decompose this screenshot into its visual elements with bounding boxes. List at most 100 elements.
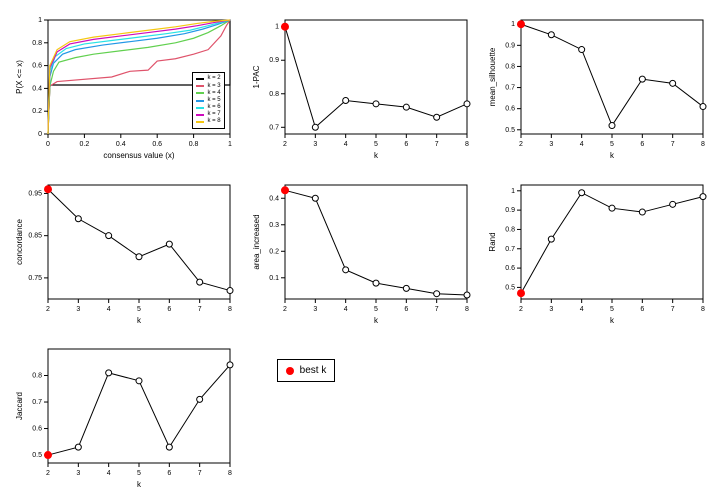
svg-text:0.5: 0.5 (32, 452, 42, 459)
svg-text:4: 4 (107, 306, 111, 313)
svg-text:7: 7 (434, 306, 438, 313)
svg-text:4: 4 (107, 470, 111, 477)
svg-text:0.6: 0.6 (32, 63, 42, 70)
svg-text:2: 2 (46, 470, 50, 477)
svg-text:7: 7 (434, 141, 438, 148)
svg-text:8: 8 (465, 306, 469, 313)
panel-jaccard: 23456780.50.60.70.8kJaccard (10, 339, 237, 494)
svg-text:6: 6 (404, 141, 408, 148)
svg-text:0.7: 0.7 (506, 245, 516, 252)
svg-text:0.8: 0.8 (506, 226, 516, 233)
legend-label: k = 5 (207, 97, 220, 104)
svg-text:k: k (610, 151, 615, 160)
svg-text:6: 6 (167, 470, 171, 477)
legend-item-k4: k = 4 (196, 90, 220, 97)
svg-text:0.9: 0.9 (506, 207, 516, 214)
svg-text:0.75: 0.75 (28, 275, 42, 282)
panel-ecdf: 00.20.40.60.8100.20.40.60.81consensus va… (10, 10, 237, 165)
svg-text:2: 2 (283, 141, 287, 148)
svg-text:0: 0 (46, 141, 50, 148)
svg-text:0.5: 0.5 (506, 284, 516, 291)
svg-text:0.6: 0.6 (152, 141, 162, 148)
svg-text:Jaccard: Jaccard (15, 392, 24, 420)
legend-swatch (196, 92, 204, 94)
svg-text:0.2: 0.2 (32, 108, 42, 115)
svg-text:6: 6 (167, 306, 171, 313)
svg-text:1: 1 (511, 21, 515, 28)
svg-text:5: 5 (374, 306, 378, 313)
svg-text:k: k (610, 316, 615, 325)
svg-text:2: 2 (519, 306, 523, 313)
svg-text:area_increased: area_increased (252, 214, 261, 269)
svg-text:3: 3 (313, 141, 317, 148)
svg-text:0.8: 0.8 (189, 141, 199, 148)
svg-text:0.2: 0.2 (80, 141, 90, 148)
svg-text:0.6: 0.6 (506, 265, 516, 272)
svg-text:8: 8 (701, 306, 705, 313)
legend-swatch (196, 78, 204, 80)
svg-text:0.8: 0.8 (32, 373, 42, 380)
svg-text:k: k (374, 316, 379, 325)
svg-text:0.8: 0.8 (32, 40, 42, 47)
panel-rand: 23456780.50.60.70.80.91kRand (483, 175, 710, 330)
svg-text:0.95: 0.95 (28, 190, 42, 197)
panel-area_inc: 23456780.10.20.30.4karea_increased (247, 175, 474, 330)
svg-text:0.85: 0.85 (28, 232, 42, 239)
legend-swatch (196, 121, 204, 123)
legend-item-k8: k = 8 (196, 118, 220, 125)
svg-text:3: 3 (550, 306, 554, 313)
svg-text:2: 2 (283, 306, 287, 313)
panel-mean_sil: 23456780.50.60.70.80.91kmean_silhouette (483, 10, 710, 165)
svg-text:2: 2 (46, 306, 50, 313)
svg-text:3: 3 (76, 306, 80, 313)
legend-swatch (196, 85, 204, 87)
svg-text:0: 0 (38, 131, 42, 138)
legend-label: k = 6 (207, 104, 220, 111)
svg-text:k: k (137, 316, 142, 325)
svg-text:P(X <= x): P(X <= x) (15, 60, 24, 94)
svg-text:0.5: 0.5 (506, 127, 516, 134)
svg-text:0.7: 0.7 (506, 85, 516, 92)
bestk-label: best k (300, 365, 327, 376)
svg-text:0.9: 0.9 (506, 42, 516, 49)
svg-text:8: 8 (701, 141, 705, 148)
svg-text:1: 1 (228, 141, 232, 148)
svg-text:7: 7 (198, 306, 202, 313)
legend-label: k = 8 (207, 118, 220, 125)
svg-text:5: 5 (137, 470, 141, 477)
legend-label: k = 2 (207, 75, 220, 82)
svg-text:7: 7 (198, 470, 202, 477)
legend-swatch (196, 100, 204, 102)
bestk-dot-icon (286, 367, 294, 375)
svg-text:0.4: 0.4 (116, 141, 126, 148)
svg-text:0.9: 0.9 (269, 57, 279, 64)
legend-swatch (196, 114, 204, 116)
svg-text:0.8: 0.8 (269, 91, 279, 98)
panel-empty (483, 339, 710, 494)
svg-text:6: 6 (641, 306, 645, 313)
svg-text:2: 2 (519, 141, 523, 148)
svg-text:0.4: 0.4 (269, 195, 279, 202)
svg-text:1: 1 (38, 17, 42, 24)
chart-grid: 00.20.40.60.8100.20.40.60.81consensus va… (10, 10, 710, 494)
svg-text:5: 5 (610, 141, 614, 148)
legend-item-k2: k = 2 (196, 75, 220, 82)
svg-text:0.6: 0.6 (506, 106, 516, 113)
svg-text:0.7: 0.7 (269, 124, 279, 131)
svg-text:4: 4 (580, 306, 584, 313)
svg-text:concordance: concordance (15, 218, 24, 264)
legend-item-k6: k = 6 (196, 104, 220, 111)
panel-concord: 23456780.750.850.95kconcordance (10, 175, 237, 330)
svg-text:0.6: 0.6 (32, 426, 42, 433)
svg-text:1: 1 (511, 187, 515, 194)
svg-text:8: 8 (228, 306, 232, 313)
svg-text:3: 3 (313, 306, 317, 313)
legend-swatch (196, 107, 204, 109)
svg-text:7: 7 (671, 306, 675, 313)
svg-text:4: 4 (343, 141, 347, 148)
svg-text:3: 3 (550, 141, 554, 148)
panel-one_pac: 23456780.70.80.91k1-PAC (247, 10, 474, 165)
legend-item-k7: k = 7 (196, 111, 220, 118)
svg-text:0.2: 0.2 (269, 248, 279, 255)
svg-text:mean_silhouette: mean_silhouette (488, 47, 497, 106)
